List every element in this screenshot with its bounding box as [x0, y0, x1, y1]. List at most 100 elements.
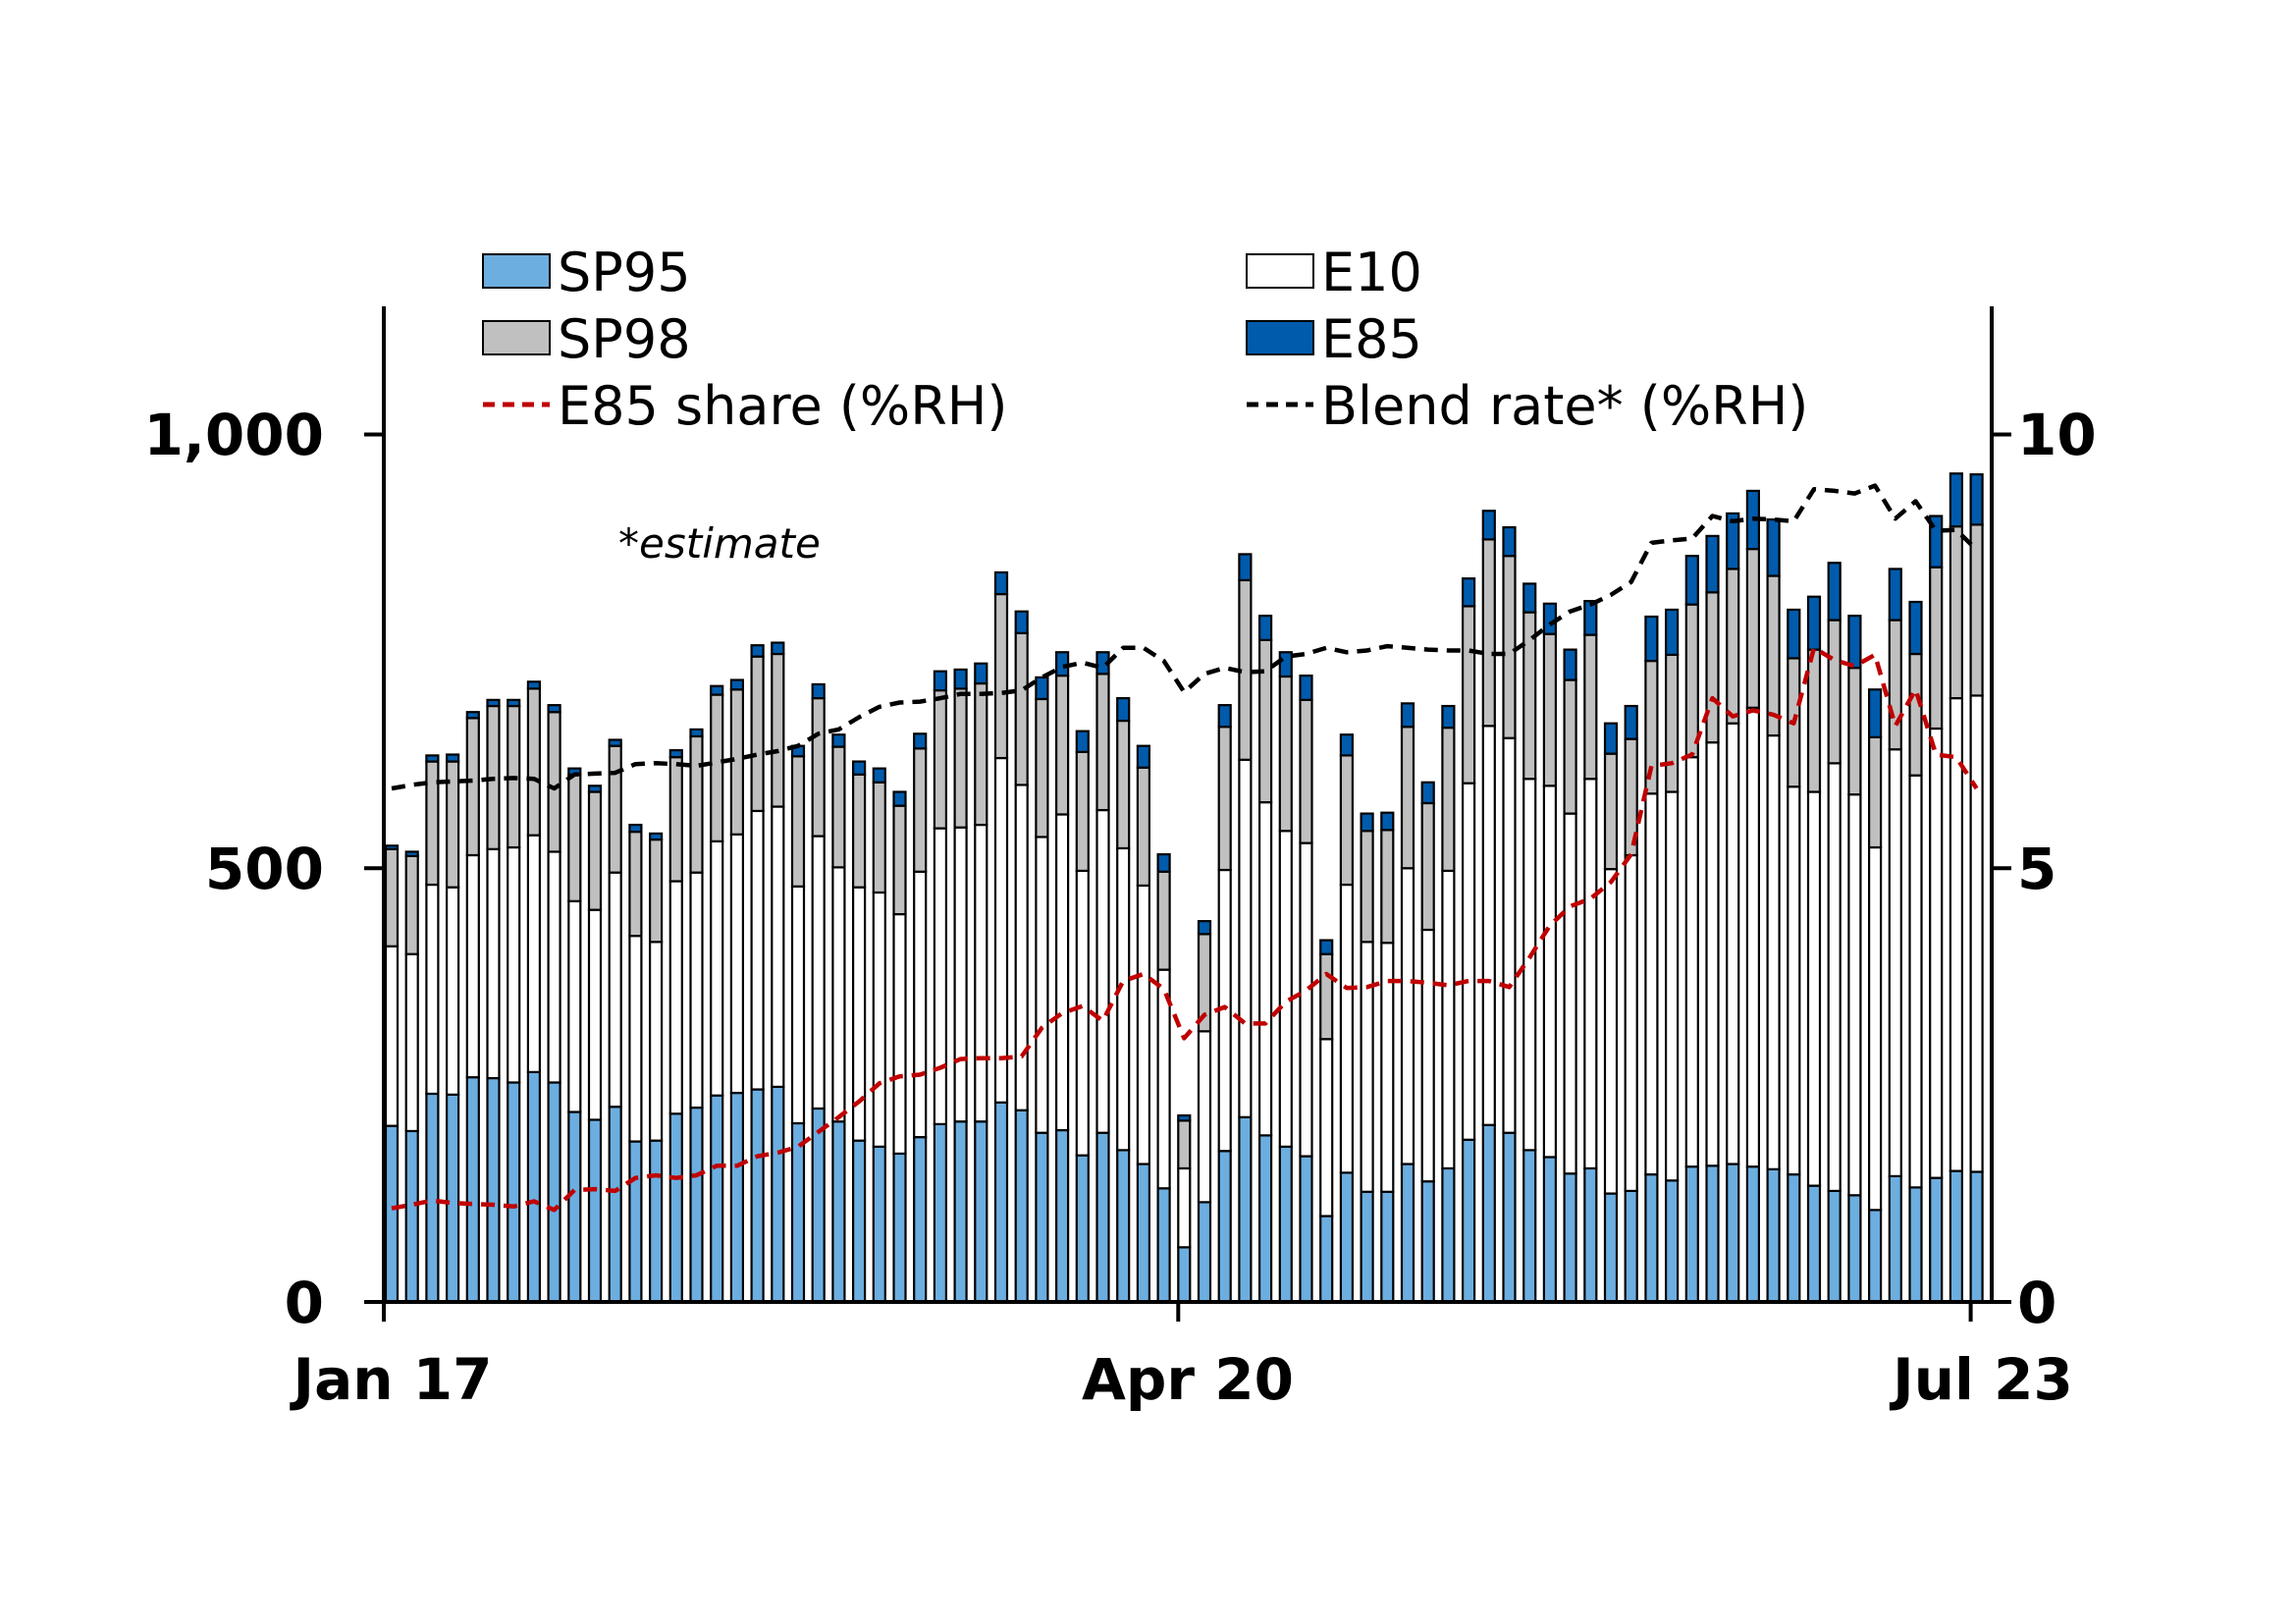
bar-sp95-3: [446, 1093, 460, 1304]
x-tick-label-apr20: Apr 20: [1082, 1346, 1294, 1413]
bar-e10-42: [1238, 758, 1253, 1118]
bar-sp98-58: [1563, 678, 1577, 815]
bar-e10-47: [1339, 883, 1355, 1174]
bar-e85-17: [729, 678, 745, 691]
bar-e85-36: [1116, 696, 1131, 723]
bar-sp98-17: [729, 688, 745, 836]
bar-sp95-36: [1116, 1149, 1131, 1304]
bar-e85-1: [404, 850, 419, 857]
y2-tick-label-5: 5: [2017, 836, 2056, 902]
bar-e10-31: [1014, 784, 1029, 1111]
line-layer: [391, 483, 1979, 1213]
bar-sp95-77: [1949, 1169, 1964, 1304]
bar-sp98-20: [790, 755, 806, 888]
bar-sp98-47: [1339, 754, 1355, 887]
bar-sp95-40: [1197, 1201, 1212, 1304]
bar-sp95-75: [1908, 1186, 1923, 1304]
bar-e10-30: [993, 756, 1009, 1104]
bar-e10-32: [1035, 836, 1049, 1134]
legend: SP95 SP98 E85 share (%RH) E10 E85 Blend …: [482, 242, 1808, 437]
bar-sp98-27: [933, 689, 948, 830]
bar-sp98-46: [1319, 952, 1334, 1041]
bar-e10-51: [1420, 928, 1435, 1183]
bar-sp95-2: [425, 1092, 440, 1304]
legend-swatch-e10: [1246, 253, 1314, 289]
bar-sp98-51: [1420, 801, 1435, 932]
bar-sp95-72: [1847, 1194, 1862, 1304]
bar-e10-0: [384, 945, 400, 1127]
bar-sp98-26: [913, 747, 928, 873]
bar-e10-44: [1278, 830, 1293, 1148]
bar-e10-78: [1969, 694, 1984, 1173]
bar-e10-59: [1583, 778, 1598, 1170]
bar-e85-64: [1684, 555, 1699, 606]
bar-sp95-39: [1177, 1246, 1192, 1304]
bar-e85-6: [507, 698, 521, 708]
bar-e10-29: [974, 823, 988, 1123]
legend-item-sp95: SP95: [482, 242, 691, 303]
bar-sp95-51: [1420, 1180, 1435, 1304]
bar-sp98-28: [953, 687, 968, 829]
bar-sp95-58: [1563, 1172, 1577, 1304]
bar-sp98-23: [851, 773, 867, 889]
bar-e85-30: [993, 570, 1009, 596]
bar-e85-63: [1664, 608, 1680, 657]
bar-e85-2: [425, 754, 440, 763]
bar-sp98-71: [1827, 619, 1842, 765]
bar-e10-6: [507, 845, 521, 1084]
bar-sp95-0: [384, 1124, 400, 1304]
bar-e85-54: [1481, 510, 1496, 541]
bar-sp98-74: [1888, 619, 1902, 751]
legend-label-e10: E10: [1321, 242, 1422, 303]
bar-sp95-5: [486, 1076, 501, 1304]
bar-sp95-27: [933, 1122, 948, 1304]
bar-e85-15: [689, 728, 704, 738]
bar-sp95-57: [1542, 1156, 1558, 1304]
bar-e10-1: [404, 952, 419, 1133]
legend-item-e85: E85: [1246, 308, 1422, 370]
bar-sp98-60: [1603, 752, 1619, 871]
legend-item-blend-rate: Blend rate* (%RH): [1247, 375, 1808, 437]
bar-e10-48: [1360, 941, 1374, 1193]
legend-label-blend-rate: Blend rate* (%RH): [1321, 375, 1808, 437]
bar-sp95-6: [507, 1081, 521, 1304]
x-tick-label-jul23: Jul 23: [1889, 1346, 2073, 1413]
bar-sp98-43: [1257, 638, 1273, 804]
bar-sp98-22: [831, 745, 846, 869]
bar-sp98-49: [1380, 829, 1395, 945]
bar-sp98-53: [1461, 605, 1476, 785]
bar-sp98-65: [1705, 591, 1720, 744]
bar-sp98-34: [1075, 750, 1090, 873]
bar-sp98-18: [750, 655, 765, 813]
bar-sp98-11: [608, 744, 622, 874]
legend-item-e10: E10: [1246, 242, 1422, 303]
bar-e85-21: [811, 682, 826, 700]
bar-sp95-60: [1603, 1192, 1619, 1304]
bar-e10-12: [628, 935, 643, 1143]
bar-sp95-1: [404, 1129, 419, 1304]
bar-sp95-67: [1745, 1165, 1761, 1304]
bar-e10-73: [1867, 845, 1883, 1212]
legend-item-e85-share: E85 share (%RH): [483, 375, 1007, 437]
bar-sp95-7: [526, 1070, 542, 1304]
bar-sp98-1: [404, 854, 419, 955]
bar-e85-45: [1299, 675, 1313, 701]
bar-e85-12: [628, 823, 643, 834]
y-tick-label-500: 500: [205, 836, 324, 902]
bar-sp98-77: [1949, 525, 1964, 700]
bar-e85-38: [1156, 853, 1171, 873]
bar-sp95-52: [1441, 1166, 1456, 1304]
bar-e10-14: [668, 880, 683, 1115]
bar-sp95-32: [1035, 1131, 1049, 1304]
bar-sp98-73: [1867, 735, 1883, 849]
bar-e85-53: [1461, 577, 1476, 608]
y-tick-label-1000: 1,000: [144, 402, 324, 468]
y2-tick-label-10: 10: [2017, 402, 2097, 468]
bar-sp95-69: [1787, 1173, 1801, 1304]
bar-sp95-35: [1095, 1131, 1110, 1304]
bar-e85-69: [1787, 608, 1801, 660]
legend-label-sp98: SP98: [558, 308, 691, 370]
bar-e85-52: [1441, 704, 1456, 730]
bar-e10-74: [1888, 748, 1902, 1177]
legend-swatch-sp95: [482, 253, 551, 289]
